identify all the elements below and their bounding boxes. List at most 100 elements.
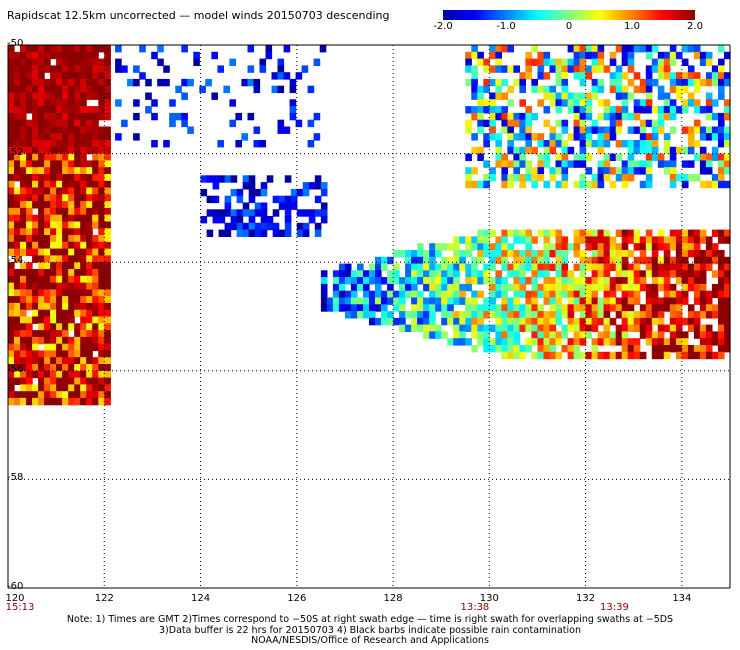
swath-cell — [26, 391, 33, 399]
swath-cell — [26, 302, 33, 311]
swath-cell — [206, 195, 214, 204]
swath-cell — [555, 351, 563, 360]
swath-cell — [26, 228, 33, 236]
swath-cell — [705, 99, 713, 107]
swath-cell — [92, 92, 99, 100]
swath-cell — [98, 248, 105, 256]
swath-cell — [519, 317, 526, 326]
swath-cell — [681, 229, 689, 237]
swath-cell — [603, 250, 611, 258]
swath-cell — [477, 51, 484, 60]
swath-cell — [633, 229, 641, 237]
swath-cell — [555, 270, 563, 278]
swath-cell — [675, 256, 683, 265]
swath-cell — [573, 133, 581, 141]
swath-cell — [68, 160, 75, 168]
swath-cell — [627, 317, 635, 326]
swath-cell — [80, 167, 87, 175]
swath-cell — [80, 160, 87, 168]
swath-cell — [687, 92, 695, 100]
swath-cell — [50, 255, 57, 263]
swath-cell — [429, 331, 436, 339]
swath-cell — [338, 263, 346, 271]
swath-cell — [483, 99, 490, 107]
swath-cell — [555, 331, 563, 339]
swath-cell — [92, 316, 99, 324]
swath-cell — [38, 370, 45, 379]
swath-cell — [561, 92, 569, 100]
swath-cell — [609, 133, 617, 141]
swath-cell — [74, 180, 81, 189]
swath-cell — [62, 207, 69, 216]
swath-cell — [363, 277, 370, 285]
swath-cell — [104, 140, 111, 148]
swath-cell — [531, 85, 538, 94]
swath-cell — [68, 384, 75, 392]
swath-cell — [56, 207, 63, 216]
swath-cell — [663, 72, 671, 80]
swath-cell — [56, 72, 63, 80]
swath-cell — [507, 99, 514, 107]
swath-cell — [20, 391, 27, 399]
swath-cell — [50, 194, 57, 202]
swath-cell — [92, 85, 99, 94]
swath-cell — [50, 343, 57, 352]
swath-cell — [615, 45, 623, 53]
swath-cell — [20, 160, 27, 168]
swath-cell — [8, 384, 15, 392]
swath-cell — [308, 182, 316, 190]
swath-cell — [609, 250, 617, 258]
swath-cell — [573, 106, 581, 114]
swath-cell — [74, 214, 81, 223]
swath-cell — [639, 304, 647, 312]
swath-cell — [669, 167, 677, 175]
swath-cell — [573, 112, 581, 121]
swath-cell — [591, 140, 599, 148]
swath-cell — [399, 324, 406, 332]
swath-cell — [423, 331, 430, 339]
swath-cell — [627, 174, 635, 182]
swath-cell — [8, 357, 15, 365]
swath-cell — [483, 65, 490, 73]
swath-cell — [363, 270, 370, 278]
swath-cell — [477, 92, 484, 100]
swath-cell — [98, 174, 105, 182]
swath-cell — [591, 277, 599, 285]
swath-cell — [104, 207, 111, 216]
swath-cell — [266, 175, 274, 183]
swath-cell — [20, 316, 27, 324]
swath-cell — [14, 140, 21, 148]
swath-cell — [507, 133, 514, 141]
swath-cell — [357, 283, 364, 292]
swath-cell — [242, 175, 250, 183]
swath-cell — [74, 289, 81, 297]
swath-cell — [609, 180, 617, 189]
swath-cell — [224, 209, 232, 217]
swath-cell — [62, 269, 69, 277]
swath-cell — [693, 51, 701, 60]
swath-cell — [44, 119, 51, 128]
swath-cell — [513, 146, 520, 155]
swath-cell — [513, 65, 520, 73]
swath-cell — [86, 85, 93, 94]
swath-cell — [675, 106, 683, 114]
swath-cell — [56, 269, 63, 277]
swath-cell — [38, 58, 45, 66]
swath-cell — [579, 58, 587, 66]
swath-cell — [32, 194, 39, 202]
swath-cell — [531, 263, 538, 271]
swath-cell — [26, 58, 33, 66]
swath-cell — [86, 269, 93, 277]
swath-cell — [663, 146, 671, 155]
swath-cell — [104, 364, 111, 372]
swath-cell — [531, 78, 538, 87]
swath-cell — [483, 58, 490, 66]
swath-cell — [92, 194, 99, 202]
swath-cell — [459, 256, 466, 265]
swath-cell — [585, 290, 593, 299]
swath-cell — [669, 283, 677, 292]
swath-cell — [657, 331, 665, 339]
swath-cell — [567, 58, 575, 66]
swath-cell — [98, 112, 105, 121]
swath-cell — [615, 72, 623, 80]
